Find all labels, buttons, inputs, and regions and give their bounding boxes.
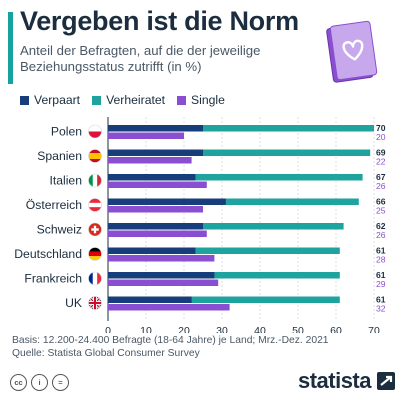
value-label-single: 25 xyxy=(376,206,386,216)
x-tick-label: 40 xyxy=(254,325,266,333)
footer-bar: cc i = statista xyxy=(0,366,405,405)
bar-verpaart xyxy=(108,223,203,230)
bar-verpaart xyxy=(108,198,226,205)
category-label: Spanien xyxy=(37,149,82,163)
bar-verheiratet xyxy=(108,247,340,254)
basis-note: Basis: 12.200-24.400 Befragte (18-64 Jah… xyxy=(12,335,329,346)
chart-title: Vergeben ist die Norm xyxy=(20,6,299,36)
attribution-icon[interactable]: i xyxy=(31,374,48,391)
chart-subtitle: Anteil der Befragten, auf die der jeweil… xyxy=(20,43,261,74)
title-accent-bar xyxy=(8,12,13,84)
legend-item-verheiratet: Verheiratet xyxy=(92,93,165,107)
bar-single xyxy=(108,157,192,164)
statista-logo-icon xyxy=(377,372,395,390)
legend-swatch xyxy=(20,95,29,105)
statista-logo-text: statista xyxy=(297,368,372,393)
legend-swatch xyxy=(92,95,102,105)
flag-ch-icon xyxy=(88,222,102,237)
x-tick-label: 20 xyxy=(178,325,190,333)
bar-single xyxy=(108,132,184,139)
value-label-verheiratet: 61 xyxy=(376,246,386,256)
statista-brand[interactable]: statista xyxy=(298,368,395,394)
flag-it-icon xyxy=(88,173,102,188)
value-label-single: 20 xyxy=(376,132,386,142)
source-note: Quelle: Statista Global Consumer Survey xyxy=(12,348,200,359)
bar-verheiratet xyxy=(108,198,359,205)
x-tick-label: 60 xyxy=(330,325,342,333)
bar-verheiratet xyxy=(108,296,340,303)
category-label: Frankreich xyxy=(24,272,82,286)
chart-legend: Verpaart Verheiratet Single xyxy=(20,93,225,107)
value-label-single: 22 xyxy=(376,157,386,167)
flag-de-icon xyxy=(88,247,102,261)
value-label-verheiratet: 67 xyxy=(376,172,386,182)
category-label: Polen xyxy=(51,125,82,139)
flag-es-icon xyxy=(88,149,102,163)
value-label-single: 32 xyxy=(376,304,386,314)
license-icons: cc i = xyxy=(10,374,69,391)
value-label-verheiratet: 62 xyxy=(376,221,386,231)
no-derivatives-icon[interactable]: = xyxy=(52,374,69,391)
value-label-verheiratet: 61 xyxy=(376,295,386,305)
legend-label: Single xyxy=(191,93,225,107)
value-label-single: 26 xyxy=(376,181,386,191)
category-label: UK xyxy=(65,296,82,310)
flag-fr-icon xyxy=(88,271,102,286)
value-label-verheiratet: 69 xyxy=(376,148,386,158)
bar-verpaart xyxy=(108,149,203,156)
bar-single xyxy=(108,255,215,262)
bar-single xyxy=(108,279,219,286)
value-label-verheiratet: 70 xyxy=(376,123,386,133)
value-label-single: 28 xyxy=(376,255,386,265)
bar-single xyxy=(108,181,207,188)
bar-verheiratet xyxy=(108,125,374,132)
bar-single xyxy=(108,206,203,213)
value-label-verheiratet: 66 xyxy=(376,197,386,207)
legend-label: Verheiratet xyxy=(106,93,166,107)
flag-at-icon xyxy=(88,198,102,212)
bar-verheiratet xyxy=(108,149,371,156)
legend-item-verpaart: Verpaart xyxy=(20,93,80,107)
value-label-single: 26 xyxy=(376,230,386,240)
bar-verpaart xyxy=(108,125,203,132)
x-tick-label: 10 xyxy=(140,325,152,333)
flag-uk-icon xyxy=(88,296,102,310)
bar-verheiratet xyxy=(108,272,340,279)
bar-verheiratet xyxy=(108,223,344,230)
bar-verpaart xyxy=(108,174,196,181)
bar-verpaart xyxy=(108,272,215,279)
category-label: Italien xyxy=(49,174,82,188)
creative-commons-icon[interactable]: cc xyxy=(10,374,27,391)
legend-label: Verpaart xyxy=(34,93,81,107)
legend-swatch xyxy=(177,95,187,105)
value-label-single: 29 xyxy=(376,279,386,289)
flag-pl-icon xyxy=(88,124,102,139)
bar-single xyxy=(108,230,207,237)
bar-verheiratet xyxy=(108,174,363,181)
heart-card-icon xyxy=(326,20,378,83)
chart-footer: Basis: 12.200-24.400 Befragte (18-64 Jah… xyxy=(12,334,402,360)
value-label-verheiratet: 61 xyxy=(376,270,386,280)
category-label: Österreich xyxy=(26,198,82,212)
x-tick-label: 30 xyxy=(216,325,228,333)
legend-item-single: Single xyxy=(177,93,225,107)
category-label: Schweiz xyxy=(37,223,82,237)
x-tick-label: 0 xyxy=(105,325,111,333)
x-tick-label: 70 xyxy=(368,325,380,333)
x-tick-label: 50 xyxy=(292,325,304,333)
bar-verpaart xyxy=(108,247,196,254)
category-label: Deutschland xyxy=(14,247,82,261)
bar-verpaart xyxy=(108,296,192,303)
bar-single xyxy=(108,304,230,311)
